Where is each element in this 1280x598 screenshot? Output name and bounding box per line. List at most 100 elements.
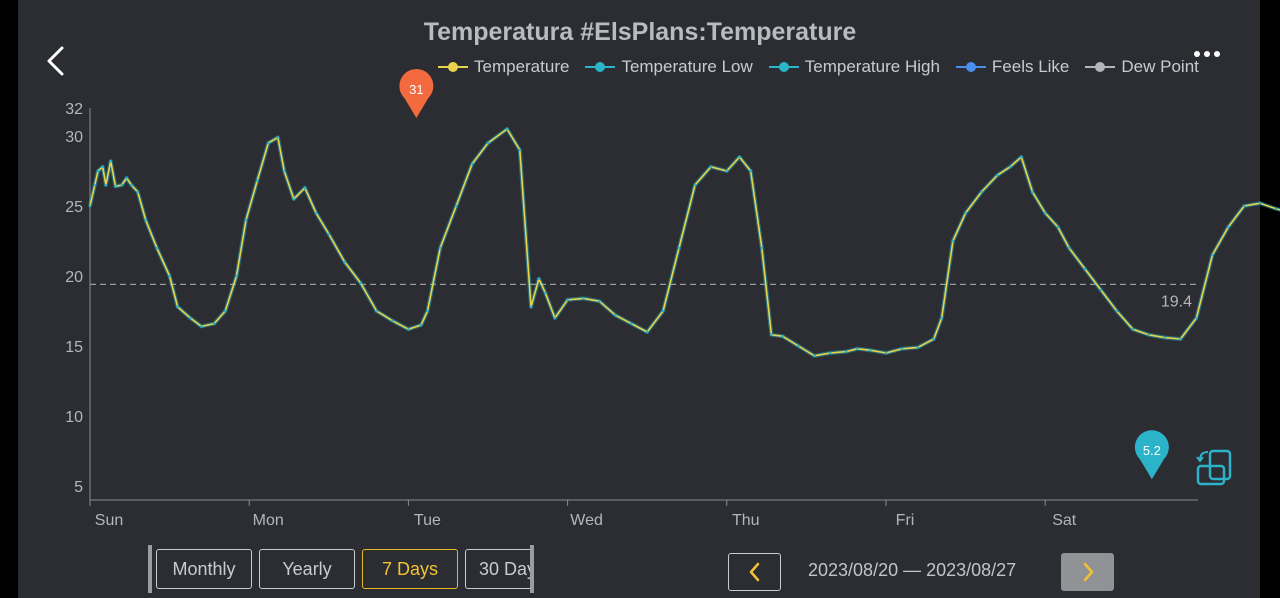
temperature-point (314, 211, 318, 215)
temperature-point (155, 246, 159, 250)
previous-period-button[interactable] (728, 553, 781, 591)
temperature-point (144, 218, 148, 222)
temperature-range-band (88, 127, 1280, 358)
temperature-point (212, 322, 216, 325)
temperature-point (582, 297, 585, 300)
temperature-point (900, 347, 904, 351)
chart-title: Temperatura #ElsPlans:Temperature (423, 18, 857, 46)
temperature-point (856, 347, 859, 351)
legend-swatch (955, 61, 986, 73)
legend-label: Dew Point (1121, 57, 1199, 76)
x-tick-label: Thu (732, 512, 760, 529)
temperature-point (1099, 288, 1103, 292)
temperature-point (1008, 165, 1012, 169)
temperature-point (916, 346, 920, 349)
legend-label: Temperature Low (621, 57, 753, 76)
temperature-point (566, 298, 569, 302)
chevron-left-icon (749, 562, 759, 582)
temperature-point (1147, 333, 1150, 337)
temperature-point (114, 185, 117, 188)
temperature-point (614, 313, 617, 317)
temperature-point (797, 344, 800, 348)
temperature-point (505, 127, 509, 131)
temperature-point (88, 204, 92, 208)
temperature-point (760, 246, 764, 250)
temperature-point (1083, 267, 1087, 271)
temperature-point (375, 309, 378, 313)
temperature-point (176, 305, 179, 309)
chevron-right-icon (1083, 562, 1093, 582)
temperature-point (951, 239, 955, 243)
range-selector: Monthly Yearly 7 Days 30 Days (148, 545, 534, 593)
temperature-point (645, 330, 649, 334)
temperature-point (537, 277, 541, 281)
x-tick-label: Mon (253, 512, 284, 529)
temperature-point (224, 309, 227, 313)
temperature-point (553, 316, 557, 320)
y-tick-label: 20 (65, 269, 83, 286)
next-period-button[interactable] (1061, 553, 1114, 591)
back-button[interactable] (42, 44, 72, 78)
range-yearly-button[interactable]: Yearly (259, 549, 355, 589)
legend-item-dew-point[interactable]: Dew Point (1085, 57, 1199, 77)
more-menu-button[interactable] (1192, 48, 1224, 62)
range-7-days-button[interactable]: 7 Days (362, 549, 458, 589)
temperature-point (1274, 207, 1278, 211)
temperature-point (343, 260, 347, 264)
temperature-point (932, 337, 936, 341)
temperature-point (1020, 155, 1023, 159)
range-monthly-button[interactable]: Monthly (156, 549, 252, 589)
legend-item-temperature-high[interactable]: Temperature High (768, 57, 940, 77)
temperature-point (104, 183, 108, 187)
temperature-point (980, 190, 983, 194)
temperature-point (1258, 201, 1262, 205)
legend-item-temperature[interactable]: Temperature (438, 57, 569, 77)
temperature-point (267, 141, 270, 145)
y-tick-label: 10 (65, 409, 83, 426)
max-value-marker-label: 31 (409, 82, 423, 97)
temperature-point (470, 162, 474, 166)
temperature-point (188, 316, 192, 320)
min-value-marker-label: 5.2 (1143, 443, 1161, 458)
legend-label: Temperature High (804, 57, 940, 76)
x-tick-label: Fri (896, 512, 915, 529)
y-tick-label: 32 (65, 101, 83, 118)
temperature-point (964, 211, 967, 215)
temperature-point (661, 309, 665, 313)
temperature-point (813, 354, 816, 358)
temperature-point (419, 323, 423, 327)
temperature-point (749, 169, 752, 173)
temperature-point (120, 183, 124, 187)
temperature-point (1131, 327, 1135, 331)
temperature-point (1242, 204, 1246, 208)
temperature-point (828, 351, 832, 355)
temperature-point (255, 179, 259, 183)
temperature-point (996, 173, 999, 177)
chart-legend: Temperature Temperature Low Temperature … (438, 56, 1215, 78)
temperature-point (276, 136, 280, 139)
temperature-point (1056, 225, 1060, 229)
min-value-marker-pin (1134, 430, 1169, 480)
temperature-point (1067, 246, 1071, 250)
legend-item-feels-like[interactable]: Feels Like (955, 57, 1069, 77)
temperature-point (770, 333, 773, 337)
temperature-point (391, 319, 394, 323)
temperature-point (709, 165, 713, 169)
legend-item-temperature-low[interactable]: Temperature Low (585, 57, 753, 77)
temperature-point (693, 183, 697, 187)
temperature-point (109, 159, 112, 163)
max-value-marker-pin (399, 68, 434, 118)
legend-swatch (438, 61, 468, 73)
temperature-point (1115, 309, 1119, 313)
temperature-point (200, 325, 203, 328)
temperature-point (235, 274, 238, 278)
temperature-point (327, 232, 331, 236)
x-tick-label: Tue (414, 512, 441, 529)
temperature-series-line (89, 128, 1280, 357)
temperature-point (486, 141, 490, 145)
y-tick-label: 30 (65, 129, 83, 146)
range-30-days-button[interactable]: 30 Days (465, 549, 530, 589)
temperature-point (884, 351, 888, 355)
temperature-point (1211, 253, 1214, 257)
rotate-screen-button[interactable] (1194, 448, 1236, 488)
